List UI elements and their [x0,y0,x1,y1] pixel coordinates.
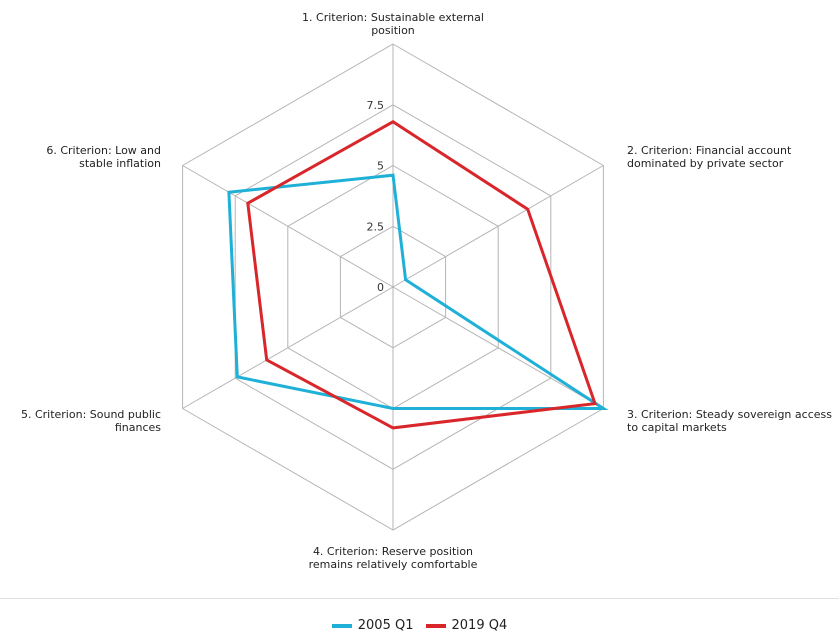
axis-label-2: 2. Criterion: Financial account dominated… [627,144,792,170]
axis-label-4: 4. Criterion: Reserve position remains re… [309,545,478,571]
legend-label-series-1: 2005 Q1 [357,618,414,633]
series-1-point-3 [602,408,604,409]
series-1-point-5 [236,376,238,378]
axis-spoke-6 [182,165,394,288]
legend-label-series-2: 2019 Q4 [451,618,508,633]
series-2-point-6 [247,202,249,204]
series-1-point-2 [405,279,407,281]
legend-item-series-2[interactable]: 2019 Q4 [425,618,508,633]
axis-label-5: 5. Criterion: Sound public finances [21,408,161,434]
series-2-point-1 [392,121,394,123]
series-2-point-3 [594,403,596,405]
axis-label-6: 6. Criterion: Low and stable inflation [46,144,161,170]
legend-swatch-series-1 [331,623,352,628]
legend-item-series-1[interactable]: 2005 Q1 [331,618,414,633]
legend: 2005 Q1 2019 Q4 [0,618,839,633]
tick-label-3: 7.5 [367,99,385,112]
axis-spoke-2 [392,165,604,288]
series-2-point-4 [392,427,394,429]
series-1-point-1 [392,174,394,176]
radar-series [227,120,609,430]
axis-spoke-3 [392,286,604,409]
axis-label-1: 1. Criterion: Sustainable external positi… [302,11,484,37]
axis-label-3: 3. Criterion: Steady sovereign access to … [627,408,832,434]
series-1-point-6 [228,191,230,193]
axis-labels: 1. Criterion: Sustainable external positi… [21,11,832,571]
series-1-point-4 [392,408,394,409]
series-line-2 [246,120,598,430]
series-2-point-2 [527,208,529,210]
tick-label-0: 0 [377,281,384,294]
tick-labels: 0 2.5 5 7.5 [367,99,385,294]
radar-chart: 0 2.5 5 7.5 1. Criterion: Sustainable exter… [21,11,832,571]
axis-spoke-5 [182,286,394,409]
series-2-point-5 [266,359,268,361]
radar-axes [182,44,604,530]
legend-swatch-series-2 [425,623,446,628]
tick-label-1: 2.5 [367,220,385,233]
tick-label-2: 5 [377,160,384,173]
series-line-1 [227,173,609,410]
legend-divider [0,598,839,599]
